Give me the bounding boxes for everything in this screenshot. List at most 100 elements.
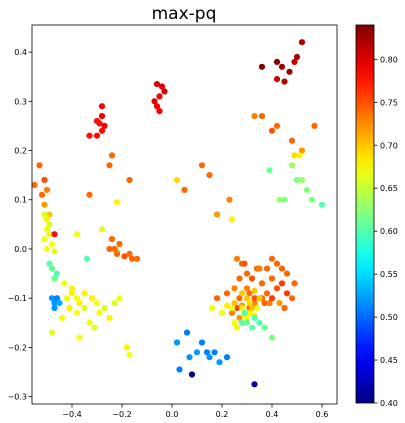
- colorbar-tick-label: 0.45: [380, 356, 398, 365]
- scatter-point: [93, 132, 101, 139]
- scatter-point: [236, 314, 243, 321]
- scatter-point: [86, 191, 93, 198]
- x-tick-label: 0.0: [166, 410, 179, 419]
- y-tick-label: −0.3: [8, 393, 27, 402]
- scatter-point: [236, 275, 243, 282]
- scatter-point: [261, 324, 268, 331]
- scatter-point: [51, 304, 58, 312]
- colorbar-tick-label: 0.75: [380, 98, 398, 107]
- x-tick-label: 0.4: [266, 410, 279, 419]
- scatter-point: [96, 120, 103, 127]
- y-tick-label: 0.3: [14, 97, 27, 106]
- scatter-point: [223, 354, 231, 361]
- scatter-point: [113, 250, 121, 257]
- scatter-point: [126, 176, 133, 184]
- scatter-point: [48, 240, 56, 248]
- scatter-point: [263, 290, 271, 297]
- y-tick-label: 0.2: [14, 147, 27, 156]
- y-tick-label: −0.1: [8, 294, 27, 303]
- scatter-point: [231, 285, 238, 292]
- scatter-point: [86, 132, 93, 139]
- scatter-point: [128, 255, 136, 262]
- scatter-point: [273, 285, 281, 292]
- scatter-point: [51, 248, 58, 255]
- scatter-point: [193, 349, 201, 356]
- scatter-point: [98, 226, 106, 233]
- scatter-point: [268, 255, 276, 262]
- scatter-point: [258, 63, 266, 70]
- scatter-point: [206, 172, 213, 179]
- scatter-point: [286, 68, 293, 75]
- scatter-point: [298, 176, 306, 184]
- scatter-point: [291, 152, 298, 159]
- scatter-point: [288, 137, 296, 144]
- scatter-point: [251, 314, 258, 321]
- scatter-point: [186, 354, 193, 361]
- scatter-point: [101, 122, 108, 129]
- scatter-point: [311, 122, 318, 129]
- scatter-point: [246, 309, 253, 316]
- scatter-point: [76, 300, 83, 307]
- scatter-point: [243, 270, 251, 277]
- scatter-point: [298, 147, 306, 154]
- scatter-point: [281, 196, 288, 203]
- scatter-point: [93, 300, 101, 307]
- colorbar-tick-label: 0.55: [380, 270, 398, 279]
- scatter-point: [153, 103, 161, 110]
- scatter-point: [198, 162, 206, 169]
- scatter-point: [263, 265, 271, 272]
- scatter-point: [251, 295, 258, 302]
- scatter-point: [303, 186, 311, 193]
- scatter-point: [73, 309, 81, 316]
- scatter-point: [153, 81, 161, 88]
- scatter-point: [283, 270, 291, 277]
- scatter-point: [41, 201, 48, 208]
- scatter-point: [231, 319, 238, 326]
- scatter-point: [256, 265, 263, 272]
- scatter-point: [248, 324, 256, 331]
- scatter-point: [113, 199, 121, 206]
- scatter-point: [266, 167, 273, 174]
- x-tick-label: 0.6: [316, 410, 329, 419]
- scatter-point: [156, 108, 163, 115]
- scatter-point: [31, 181, 38, 189]
- scatter-point: [48, 329, 56, 336]
- scatter-point: [251, 300, 258, 307]
- scatter-point: [96, 309, 103, 316]
- scatter-point: [48, 295, 56, 302]
- scatter-point: [243, 295, 251, 302]
- scatter-point: [173, 176, 181, 184]
- scatter-point: [98, 127, 106, 134]
- scatter-point: [108, 152, 116, 159]
- scatter-point: [116, 240, 123, 248]
- scatter-point: [236, 295, 243, 302]
- scatter-point: [73, 295, 81, 302]
- colorbar-gradient: [355, 24, 375, 404]
- scatter-point: [121, 253, 128, 260]
- scatter-point: [106, 314, 113, 321]
- scatter-point: [46, 231, 53, 238]
- scatter-point: [208, 304, 216, 312]
- scatter-point: [258, 280, 266, 287]
- scatter-point: [241, 260, 248, 267]
- scatter-point: [273, 58, 281, 65]
- scatter-point: [116, 295, 123, 302]
- scatter-point: [281, 78, 288, 85]
- scatter-point: [81, 304, 88, 312]
- scatter-point: [181, 186, 188, 193]
- scatter-point: [211, 349, 218, 356]
- scatter-point: [268, 275, 276, 282]
- scatter-point: [276, 196, 283, 203]
- scatter-point: [291, 280, 298, 287]
- scatter-point: [251, 381, 258, 388]
- scatter-point: [243, 285, 251, 292]
- scatter-point: [36, 162, 43, 169]
- scatter-point: [86, 319, 93, 326]
- scatter-point: [176, 366, 183, 373]
- scatter-point: [108, 236, 116, 243]
- scatter-point: [183, 329, 191, 336]
- y-axis: −0.3 −0.2 −0.1 0.0 0.1 0.2 0.3 0.4: [8, 48, 32, 402]
- scatter-point: [73, 231, 81, 238]
- scatter-point: [258, 113, 266, 120]
